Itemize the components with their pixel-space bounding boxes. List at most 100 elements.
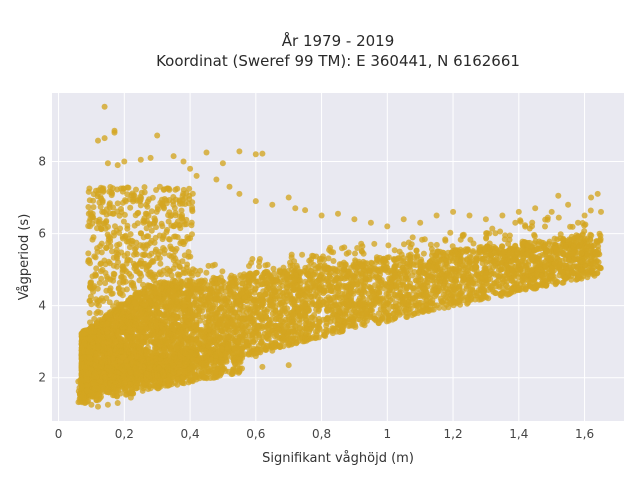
scatter-point bbox=[490, 270, 497, 277]
scatter-point bbox=[418, 258, 425, 265]
scatter-point bbox=[473, 272, 480, 279]
scatter-point bbox=[336, 307, 343, 314]
scatter-point bbox=[284, 284, 291, 291]
scatter-point bbox=[316, 265, 323, 272]
scatter-point bbox=[204, 295, 211, 302]
scatter-point bbox=[498, 266, 505, 273]
scatter-point bbox=[428, 265, 434, 272]
scatter-point bbox=[570, 250, 576, 257]
scatter-point bbox=[479, 283, 486, 290]
scatter-point bbox=[277, 342, 284, 349]
scatter-point bbox=[313, 331, 320, 338]
scatter-point bbox=[290, 328, 297, 335]
scatter-point bbox=[587, 236, 594, 243]
scatter-point bbox=[252, 285, 259, 292]
scatter-point bbox=[413, 259, 420, 266]
scatter-point bbox=[287, 335, 294, 342]
scatter-point bbox=[280, 299, 286, 306]
scatter-point bbox=[272, 322, 279, 329]
scatter-point bbox=[281, 293, 287, 300]
scatter-point bbox=[367, 285, 374, 291]
scatter-point bbox=[486, 265, 493, 272]
scatter-point bbox=[467, 291, 474, 298]
scatter-point bbox=[323, 277, 330, 284]
scatter-point bbox=[323, 320, 330, 327]
scatter-point bbox=[551, 235, 558, 242]
scatter-point bbox=[309, 320, 316, 327]
scatter-point bbox=[339, 299, 346, 305]
scatter-point bbox=[523, 251, 530, 258]
scatter-point bbox=[370, 291, 377, 298]
scatter-point bbox=[597, 265, 604, 271]
scatter-point bbox=[578, 250, 585, 257]
scatter-point bbox=[427, 295, 433, 302]
scatter-point bbox=[256, 346, 263, 353]
scatter-point bbox=[438, 270, 445, 277]
scatter-point bbox=[553, 247, 560, 254]
scatter-point bbox=[356, 299, 363, 306]
scatter-point bbox=[358, 291, 365, 298]
scatter-point bbox=[202, 319, 209, 326]
scatter-point bbox=[472, 263, 479, 270]
scatter-point bbox=[395, 279, 402, 286]
scatter-point bbox=[198, 329, 205, 336]
scatter-point bbox=[596, 230, 603, 237]
scatter-point bbox=[207, 285, 214, 292]
scatter-point bbox=[340, 317, 347, 324]
scatter-point bbox=[485, 295, 492, 302]
scatter-point bbox=[429, 252, 435, 259]
scatter-point bbox=[559, 249, 566, 256]
scatter-point bbox=[284, 323, 291, 330]
scatter-point bbox=[531, 279, 538, 286]
scatter-point bbox=[520, 269, 527, 276]
scatter-point bbox=[566, 256, 572, 263]
scatter-point bbox=[401, 269, 408, 276]
scatter-point bbox=[392, 273, 399, 280]
scatter-point bbox=[200, 314, 206, 321]
scatter-point bbox=[202, 277, 208, 284]
scatter-point bbox=[231, 293, 238, 300]
scatter-point bbox=[367, 306, 374, 313]
scatter-point bbox=[235, 298, 242, 305]
scatter-point bbox=[456, 283, 462, 290]
scatter-point bbox=[362, 274, 369, 281]
scatter-point bbox=[412, 295, 419, 302]
scatter-point bbox=[353, 264, 360, 270]
scatter-point bbox=[229, 305, 236, 312]
scatter-point bbox=[211, 275, 218, 282]
scatter-point bbox=[409, 272, 416, 279]
scatter-point bbox=[382, 302, 389, 309]
scatter-point bbox=[360, 295, 367, 302]
scatter-point bbox=[289, 285, 296, 292]
scatter-point bbox=[551, 260, 558, 267]
scatter-point bbox=[321, 263, 328, 270]
scatter-point bbox=[441, 261, 448, 268]
scatter-point bbox=[499, 243, 506, 250]
scatter-point bbox=[492, 260, 499, 267]
scatter-point bbox=[474, 292, 481, 299]
scatter-point bbox=[376, 300, 383, 307]
scatter-point bbox=[376, 284, 383, 291]
scatter-point bbox=[332, 293, 339, 300]
scatter-point bbox=[357, 277, 364, 284]
scatter-point bbox=[308, 314, 315, 321]
scatter-point bbox=[394, 309, 401, 316]
scatter-point bbox=[270, 342, 277, 349]
chart-title-line-1: År 1979 - 2019 bbox=[282, 31, 395, 50]
scatter-point bbox=[448, 254, 455, 261]
scatter-point bbox=[265, 270, 272, 277]
scatter-point bbox=[200, 304, 206, 311]
scatter-point bbox=[245, 304, 252, 311]
scatter-point bbox=[223, 302, 230, 308]
scatter-point bbox=[215, 321, 222, 328]
scatter-point bbox=[528, 267, 535, 274]
scatter-point bbox=[250, 339, 257, 346]
scatter-point bbox=[410, 285, 417, 292]
scatter-point bbox=[485, 258, 491, 264]
scatter-point bbox=[496, 273, 503, 280]
scatter-point bbox=[423, 301, 430, 308]
scatter-point bbox=[348, 278, 355, 285]
scatter-point bbox=[457, 301, 464, 308]
scatter-point bbox=[544, 255, 551, 262]
